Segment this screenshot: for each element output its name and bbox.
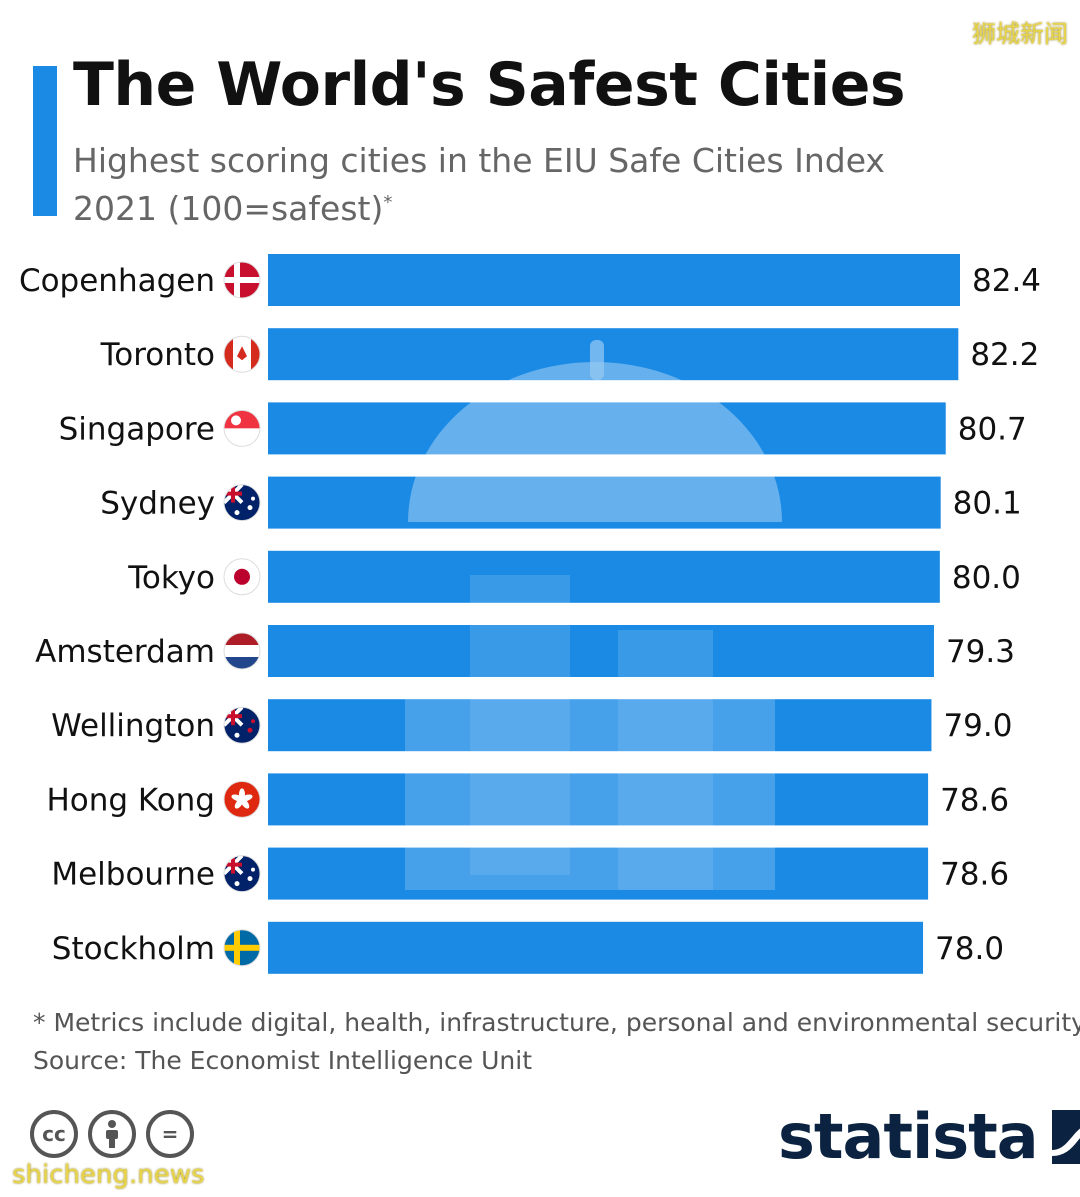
chart-title: The World's Safest Cities	[73, 50, 906, 120]
bar-row: Tokyo 80.0	[127, 550, 1021, 603]
bar	[268, 550, 940, 603]
nd-icon: =	[146, 1110, 194, 1158]
bar	[268, 699, 932, 752]
bar-chart: Copenhagen 82.4 Toronto 82.2 Singapore 80.7 Sy…	[19, 254, 1041, 974]
canada-flag-icon	[223, 335, 261, 373]
value-label: 78.0	[935, 931, 1004, 967]
value-label: 82.4	[972, 263, 1041, 299]
source-note: Source: The Economist Intelligence Unit	[33, 1046, 533, 1075]
bar-row: Melbourne 78.6	[51, 847, 1009, 900]
bar	[268, 328, 959, 381]
value-label: 78.6	[940, 857, 1009, 893]
watermark-chinese: 狮城新闻	[972, 20, 1068, 48]
statista-logo: statista	[778, 1100, 1080, 1173]
category-label: Hong Kong	[46, 782, 215, 818]
chart-subtitle: Highest scoring cities in the EIU Safe C…	[73, 140, 973, 230]
value-label: 78.6	[940, 782, 1009, 818]
netherlands-flag-icon	[223, 632, 261, 670]
bar-row: Hong Kong 78.6	[46, 773, 1009, 826]
category-label: Amsterdam	[35, 634, 215, 670]
bar	[268, 847, 929, 900]
category-label: Wellington	[51, 708, 215, 744]
singapore-flag-icon	[223, 409, 261, 447]
statista-mark-icon	[1051, 1109, 1080, 1164]
value-label: 82.2	[970, 337, 1039, 373]
hong-kong-flag-icon	[223, 780, 261, 818]
australia-flag-icon	[223, 484, 261, 522]
bar-row: Sydney 80.1	[100, 476, 1022, 529]
new-zealand-flag-icon	[223, 706, 261, 744]
value-label: 79.0	[943, 708, 1012, 744]
bar	[268, 254, 960, 306]
license-icons: cc =	[30, 1110, 194, 1158]
sweden-flag-icon	[223, 929, 261, 967]
value-label: 79.3	[946, 634, 1015, 670]
footnote: * Metrics include digital, health, infra…	[33, 1008, 1080, 1037]
value-label: 80.0	[952, 560, 1021, 596]
bar-row: Copenhagen 82.4	[19, 254, 1041, 306]
bar-row: Amsterdam 79.3	[35, 625, 1015, 677]
category-label: Sydney	[100, 486, 215, 522]
japan-flag-icon	[223, 558, 261, 596]
by-icon	[88, 1110, 136, 1158]
bar	[268, 773, 929, 826]
denmark-flag-icon	[223, 261, 261, 299]
subtitle-text: Highest scoring cities in the EIU Safe C…	[73, 141, 885, 228]
category-label: Singapore	[59, 411, 215, 447]
category-label: Copenhagen	[19, 263, 215, 299]
value-label: 80.1	[953, 486, 1022, 522]
bar	[268, 921, 924, 974]
value-label: 80.7	[958, 411, 1027, 447]
bar	[268, 476, 941, 529]
australia-flag-icon	[223, 855, 261, 893]
watermark-site: shicheng.news	[12, 1160, 205, 1190]
bar-row: Singapore 80.7	[59, 402, 1027, 455]
category-label: Stockholm	[52, 931, 215, 967]
brand-name: statista	[778, 1100, 1039, 1173]
bar-row: Stockholm 78.0	[52, 921, 1004, 974]
category-label: Melbourne	[51, 857, 215, 893]
category-label: Toronto	[100, 337, 215, 373]
bar	[268, 402, 946, 455]
title-accent-bar	[33, 66, 57, 216]
bar	[268, 625, 934, 677]
umbrella-illustration	[405, 340, 782, 890]
bar-row: Toronto 82.2	[100, 328, 1039, 381]
category-label: Tokyo	[127, 560, 215, 596]
subtitle-footnote-mark: *	[383, 192, 393, 213]
cc-icon: cc	[30, 1110, 78, 1158]
